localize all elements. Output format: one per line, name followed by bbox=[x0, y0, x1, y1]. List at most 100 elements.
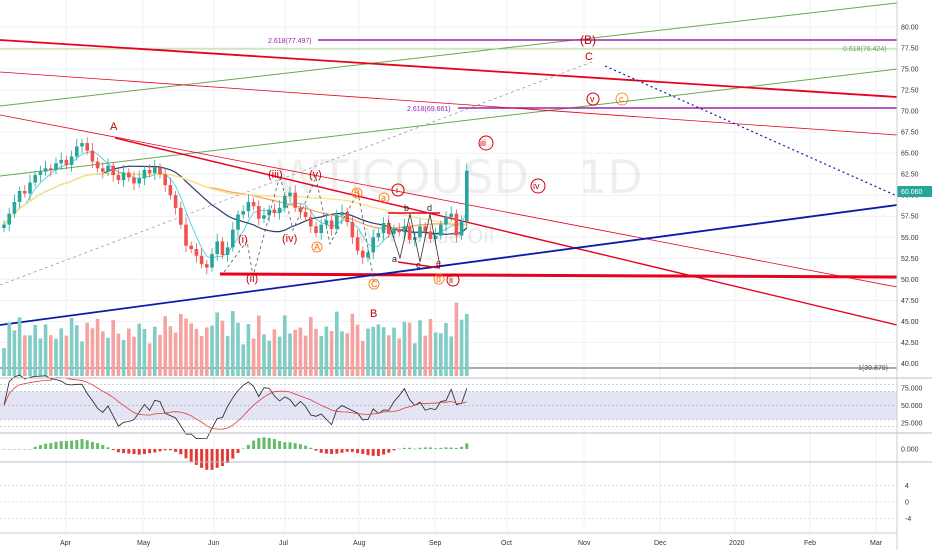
macd-bar bbox=[205, 449, 209, 470]
candle-body bbox=[314, 226, 318, 234]
candle-body bbox=[12, 201, 17, 214]
green-channel-upper bbox=[0, 2, 898, 107]
macd-bar bbox=[210, 449, 214, 470]
volume-bar bbox=[314, 328, 318, 376]
volume-bar bbox=[137, 323, 141, 376]
volume-bar bbox=[298, 327, 303, 376]
wave-circle-v bbox=[586, 92, 600, 106]
volume-bar bbox=[272, 329, 277, 376]
macd-bar bbox=[226, 449, 230, 463]
candle-body bbox=[298, 207, 303, 213]
wave-label-d: d bbox=[427, 203, 432, 213]
macd-bar bbox=[366, 449, 370, 456]
wave-circle-i bbox=[391, 183, 405, 197]
red-support bbox=[219, 272, 898, 279]
volume-bar bbox=[444, 322, 448, 376]
macd-bar bbox=[376, 449, 380, 456]
macd-bar bbox=[80, 439, 84, 449]
volume-bar bbox=[335, 311, 339, 376]
macd-bar bbox=[418, 447, 422, 449]
macd-bar bbox=[28, 449, 32, 450]
red-trend-3 bbox=[0, 114, 898, 288]
price-tick-label: 70.00 bbox=[901, 109, 919, 116]
volume-bar bbox=[111, 320, 115, 376]
candlesticks bbox=[2, 137, 469, 275]
macd-bar bbox=[345, 449, 349, 452]
macd-bar bbox=[70, 440, 74, 449]
candle-body bbox=[277, 207, 282, 213]
volume-bar bbox=[267, 340, 271, 376]
wave-drawings[interactable] bbox=[223, 174, 441, 283]
candle-body bbox=[449, 213, 453, 218]
orange-label-A: A bbox=[314, 242, 320, 252]
macd-bar bbox=[137, 449, 141, 455]
volume-bar bbox=[12, 330, 17, 376]
macd-bar bbox=[241, 448, 245, 449]
candle-body bbox=[303, 212, 308, 218]
macd-bar bbox=[18, 449, 22, 450]
macd-bar bbox=[428, 447, 432, 449]
volume-bar bbox=[38, 338, 43, 376]
volume-bar bbox=[80, 341, 84, 376]
last-price-tag bbox=[897, 186, 932, 197]
macd-bar bbox=[44, 443, 48, 449]
candle-body bbox=[444, 217, 448, 225]
fib-label-69: 2.618(69.661) bbox=[407, 106, 451, 113]
time-tick-label: May bbox=[137, 540, 151, 547]
candle-body bbox=[85, 143, 89, 151]
price-tick-label: 50.00 bbox=[901, 277, 919, 284]
price-tick-label: 42.50 bbox=[901, 340, 919, 347]
time-axis[interactable]: Apr May Jun Jul Aug Sep Oct Nov Dec 2020 Feb Mar bbox=[0, 0, 898, 550]
candle-body bbox=[355, 237, 360, 251]
macd-bar bbox=[262, 437, 266, 449]
candle-body bbox=[153, 167, 157, 174]
macd-bar bbox=[142, 449, 146, 454]
trend-drawings[interactable] bbox=[0, 2, 898, 369]
candle-body bbox=[75, 146, 79, 157]
volume-bar bbox=[418, 320, 422, 376]
macd-bar bbox=[335, 449, 339, 454]
wave-label-b: b bbox=[404, 203, 409, 213]
macd-bar bbox=[465, 443, 469, 449]
volume-bar bbox=[33, 324, 37, 376]
price-tick-label: 77.50 bbox=[901, 46, 919, 53]
candle-body bbox=[205, 264, 209, 268]
macd-bar bbox=[96, 443, 100, 449]
price-tick-label: 55.00 bbox=[901, 235, 919, 242]
wave-circle-iii bbox=[478, 135, 494, 151]
macd-bar bbox=[148, 449, 152, 454]
candle-body bbox=[179, 207, 183, 225]
macd-bar bbox=[215, 449, 219, 468]
volume-bar bbox=[205, 327, 209, 376]
wave-label-B: B bbox=[370, 308, 377, 320]
volume-bar bbox=[465, 314, 469, 376]
candle-body bbox=[350, 222, 355, 238]
macd-bar bbox=[392, 449, 396, 451]
candle-body bbox=[418, 226, 422, 238]
volume-bar bbox=[23, 335, 27, 376]
macd-bar bbox=[49, 443, 53, 449]
volume-bar bbox=[75, 325, 79, 376]
macd-bar bbox=[106, 447, 110, 449]
macd-bar bbox=[319, 449, 323, 453]
macd-bar bbox=[200, 449, 204, 468]
pane-separators[interactable] bbox=[0, 377, 932, 463]
time-tick-label: Jun bbox=[208, 540, 219, 547]
candle-body bbox=[376, 233, 381, 238]
wave-circle-iv bbox=[530, 178, 546, 194]
volume-bar bbox=[54, 338, 58, 376]
candle-body bbox=[111, 165, 115, 176]
time-tick-label: 2020 bbox=[729, 540, 745, 547]
volume-bar bbox=[262, 334, 266, 376]
wave-label-circle-v: v bbox=[590, 94, 595, 104]
volume-bar bbox=[158, 334, 162, 376]
price-axis[interactable]: 40.00 42.50 45.00 47.50 50.00 52.50 55.00 57.50… bbox=[901, 25, 923, 524]
wave-label-A: A bbox=[110, 121, 118, 133]
candle-body bbox=[90, 150, 95, 162]
volume-bar bbox=[423, 335, 427, 376]
wave-label-c: c bbox=[416, 260, 421, 270]
macd-bar bbox=[267, 437, 271, 449]
candle-body bbox=[407, 226, 412, 240]
volume-bar bbox=[106, 337, 110, 376]
